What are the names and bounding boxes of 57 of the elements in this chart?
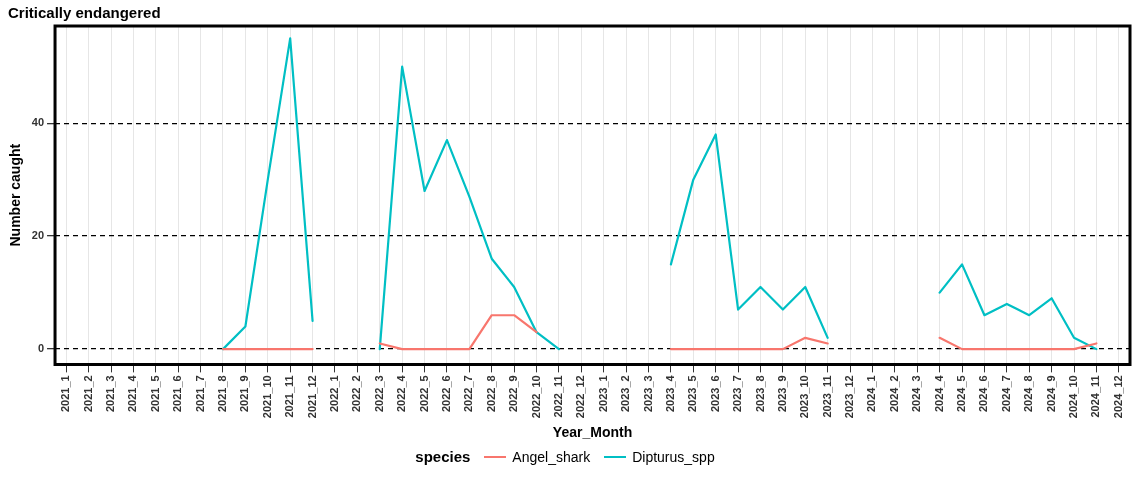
legend-title: species bbox=[415, 448, 471, 465]
x-tick-label: 2024_4 bbox=[932, 374, 945, 413]
x-tick-label: 2022_11 bbox=[551, 375, 564, 418]
x-tick-label: 2023_9 bbox=[775, 375, 788, 413]
x-tick-label: 2022_2 bbox=[350, 375, 363, 413]
x-tick-label: 2024_2 bbox=[887, 375, 900, 413]
x-tick-label: 2022_1 bbox=[328, 375, 341, 413]
x-tick-label: 2021_9 bbox=[238, 375, 251, 413]
legend-label: Angel_shark bbox=[512, 448, 591, 465]
x-tick-label: 2024_10 bbox=[1067, 375, 1080, 419]
y-axis-title: Number caught bbox=[7, 143, 24, 247]
x-tick-label: 2023_4 bbox=[663, 374, 676, 413]
x-tick-label: 2023_7 bbox=[731, 375, 744, 413]
x-tick-label: 2023_12 bbox=[843, 375, 856, 419]
x-tick-label: 2021_3 bbox=[104, 375, 117, 413]
x-tick-label: 2024_7 bbox=[999, 375, 1012, 413]
x-tick-label: 2024_6 bbox=[977, 375, 990, 413]
x-tick-label: 2022_9 bbox=[507, 375, 520, 413]
x-tick-label: 2021_2 bbox=[81, 375, 94, 413]
x-tick-label: 2022_8 bbox=[484, 375, 497, 413]
x-tick-label: 2023_8 bbox=[753, 375, 766, 413]
x-tick-label: 2024_3 bbox=[910, 375, 923, 413]
x-axis-title: Year_Month bbox=[552, 424, 633, 441]
x-tick-label: 2023_6 bbox=[708, 375, 721, 413]
y-tick-label: 20 bbox=[31, 229, 45, 242]
x-tick-label: 2022_10 bbox=[529, 375, 542, 419]
x-tick-label: 2021_10 bbox=[260, 375, 273, 419]
x-tick-label: 2024_11 bbox=[1089, 375, 1102, 418]
x-tick-label: 2022_12 bbox=[574, 375, 587, 419]
x-tick-label: 2021_4 bbox=[126, 374, 139, 413]
x-tick-label: 2022_4 bbox=[395, 374, 408, 413]
x-tick-label: 2021_8 bbox=[216, 375, 229, 413]
x-tick-label: 2024_5 bbox=[955, 375, 968, 413]
y-tick-label: 0 bbox=[37, 342, 45, 355]
x-tick-label: 2024_8 bbox=[1022, 375, 1035, 413]
x-tick-label: 2024_9 bbox=[1044, 375, 1057, 413]
x-tick-label: 2022_7 bbox=[462, 375, 475, 413]
x-tick-label: 2021_6 bbox=[171, 375, 184, 413]
x-tick-label: 2023_11 bbox=[820, 375, 833, 418]
x-tick-label: 2023_10 bbox=[798, 375, 811, 419]
x-tick-label: 2023_1 bbox=[596, 375, 609, 413]
x-tick-label: 2023_2 bbox=[619, 375, 632, 413]
x-tick-label: 2022_6 bbox=[439, 375, 452, 413]
y-tick-label: 40 bbox=[31, 116, 45, 129]
x-tick-label: 2021_1 bbox=[59, 375, 72, 413]
x-tick-label: 2024_12 bbox=[1111, 375, 1124, 419]
x-tick-label: 2023_3 bbox=[641, 375, 654, 413]
chart-title: Critically endangered bbox=[8, 4, 161, 21]
x-tick-label: 2022_3 bbox=[372, 375, 385, 413]
x-tick-label: 2021_12 bbox=[305, 375, 318, 419]
x-tick-label: 2023_5 bbox=[686, 375, 699, 413]
x-tick-label: 2022_5 bbox=[417, 375, 430, 413]
x-tick-label: 2021_11 bbox=[283, 375, 296, 418]
legend-label: Dipturus_spp bbox=[632, 448, 715, 465]
x-tick-label: 2024_1 bbox=[865, 375, 878, 413]
x-tick-label: 2021_5 bbox=[148, 375, 161, 413]
x-tick-label: 2021_7 bbox=[193, 375, 206, 413]
